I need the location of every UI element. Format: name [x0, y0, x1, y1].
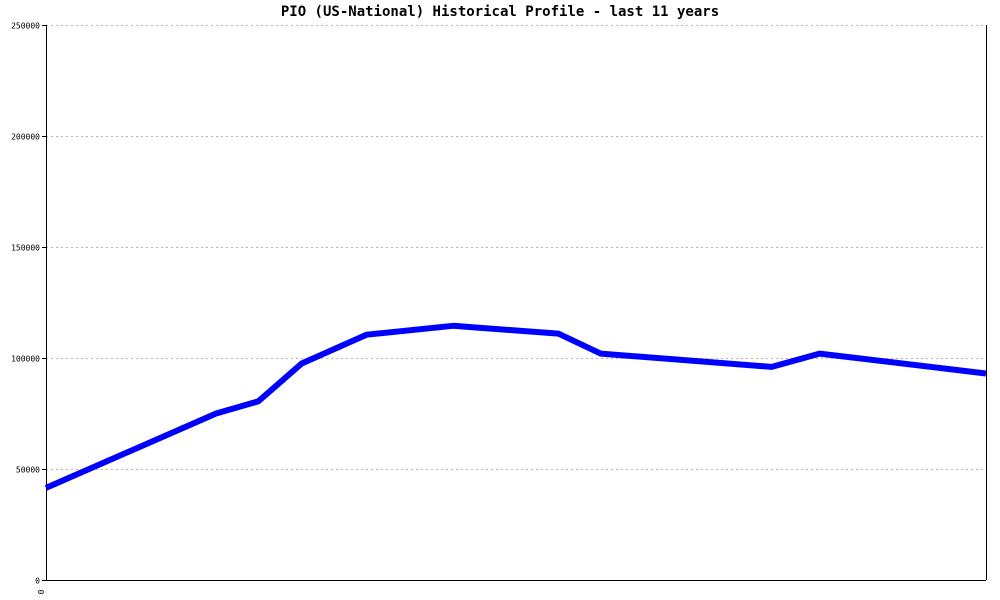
- chart-title: PIO (US-National) Historical Profile - l…: [280, 4, 720, 20]
- series-layer: [44, 322, 987, 491]
- series-line: [44, 322, 987, 491]
- y-tick-label: 0: [35, 577, 40, 586]
- x-tick-label: 0: [37, 589, 46, 594]
- y-tick-label: 200000: [11, 133, 40, 142]
- y-tick-label: 100000: [11, 355, 40, 364]
- y-tick-label: 150000: [11, 244, 40, 253]
- y-tick-label: 50000: [16, 466, 40, 475]
- gridlines: [46, 25, 986, 470]
- axes: [42, 25, 987, 581]
- y-tick-label: 250000: [11, 22, 40, 31]
- tick-labels: 0 50000 100000 150000 200000 250000 0: [11, 22, 46, 595]
